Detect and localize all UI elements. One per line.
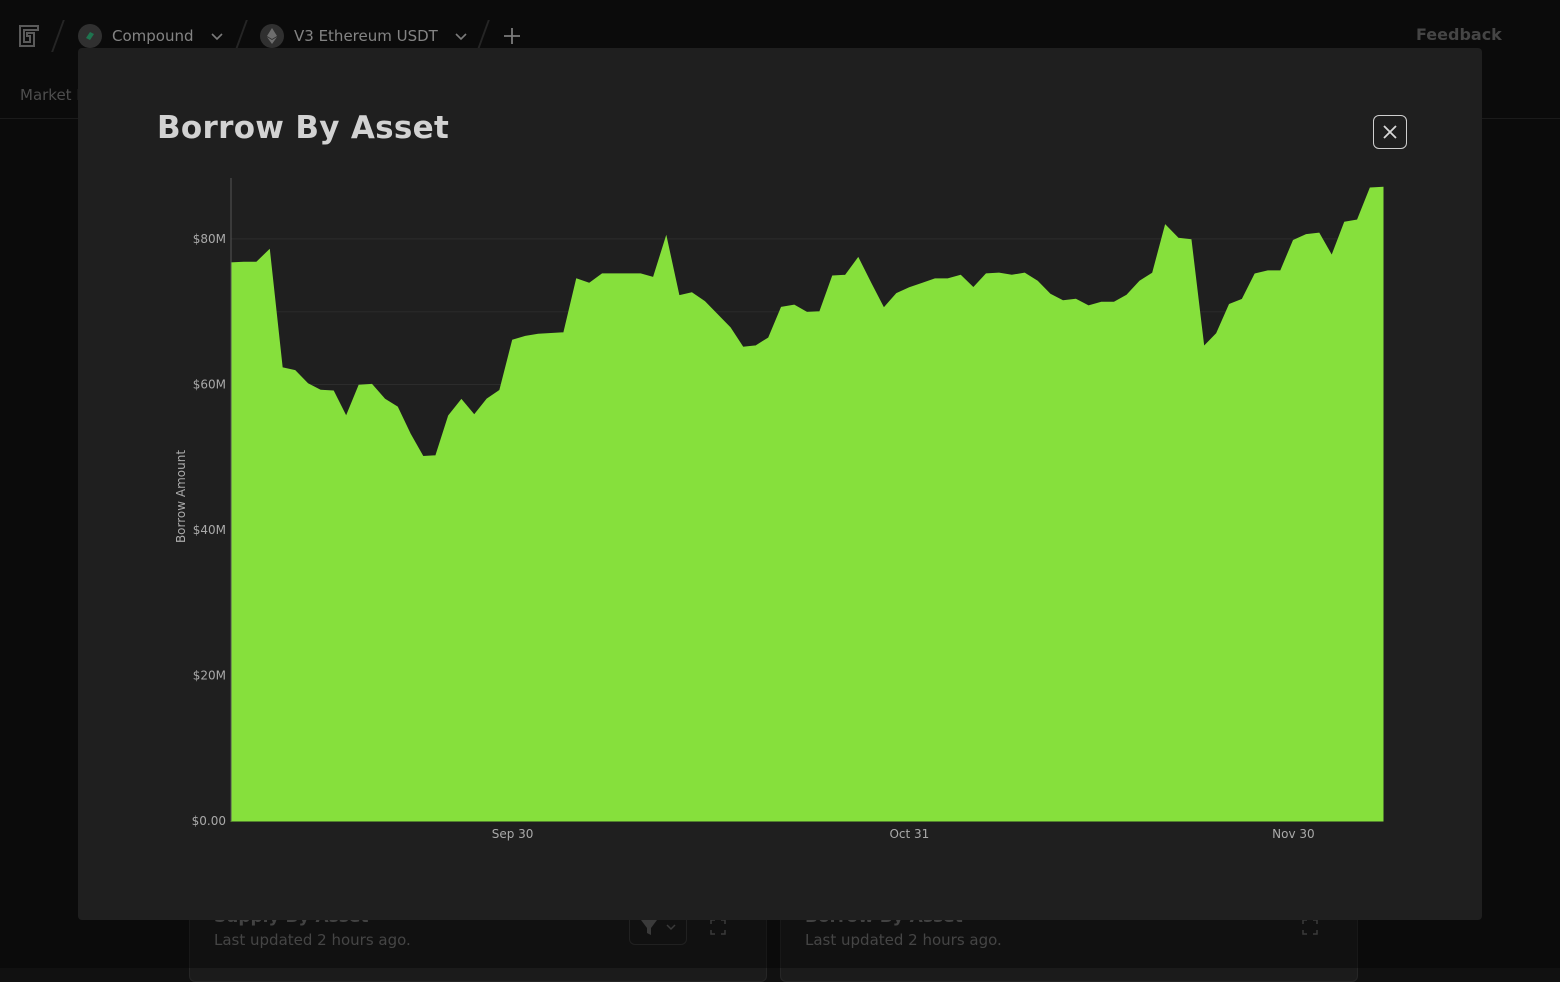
borrow-area-chart: $0.00 $20M $40M $60M $80M Sep 30 Oct 31 Nov 30 B… xyxy=(174,178,1384,841)
chevron-down-icon xyxy=(455,33,467,41)
chevron-down-icon xyxy=(210,33,223,41)
y-tick-label: $40M xyxy=(193,523,226,537)
expand-icon[interactable] xyxy=(710,919,726,935)
y-tick-label: $20M xyxy=(193,668,226,682)
market-selector-label: V3 Ethereum USDT xyxy=(294,27,438,45)
chart-modal: Borrow By Asset $0.00 $20M $40M $60M $80M Sep… xyxy=(78,48,1482,920)
x-tick-label: Sep 30 xyxy=(492,827,534,841)
card-updated-text: Last updated 2 hours ago. xyxy=(805,931,1002,949)
top-navigation-bar: Compound V3 Ethereum USDT Feedback xyxy=(0,0,1560,70)
borrow-area-series xyxy=(230,186,1384,822)
filter-icon xyxy=(641,920,676,935)
y-axis-label: Borrow Amount xyxy=(174,450,188,543)
subnav-tab-market-history[interactable]: Market H xyxy=(20,86,88,104)
compound-logo-icon xyxy=(78,24,102,48)
feedback-link[interactable]: Feedback xyxy=(1416,25,1502,44)
y-tick-label: $60M xyxy=(193,377,226,391)
app-logo-icon[interactable] xyxy=(19,25,39,47)
y-tick-label: $80M xyxy=(193,232,226,246)
x-tick-label: Oct 31 xyxy=(889,827,929,841)
modal-title: Borrow By Asset xyxy=(157,110,450,146)
expand-icon[interactable] xyxy=(1302,919,1318,935)
protocol-selector[interactable]: Compound xyxy=(78,23,224,49)
x-tick-label: Nov 30 xyxy=(1272,827,1315,841)
y-tick-label: $0.00 xyxy=(192,814,226,828)
close-button[interactable] xyxy=(1373,115,1407,149)
close-icon xyxy=(1383,125,1397,139)
protocol-selector-label: Compound xyxy=(112,27,194,45)
add-market-plus-icon[interactable] xyxy=(502,26,522,46)
market-selector[interactable]: V3 Ethereum USDT xyxy=(260,23,468,49)
card-updated-text: Last updated 2 hours ago. xyxy=(214,931,411,949)
ethereum-icon xyxy=(260,24,284,48)
